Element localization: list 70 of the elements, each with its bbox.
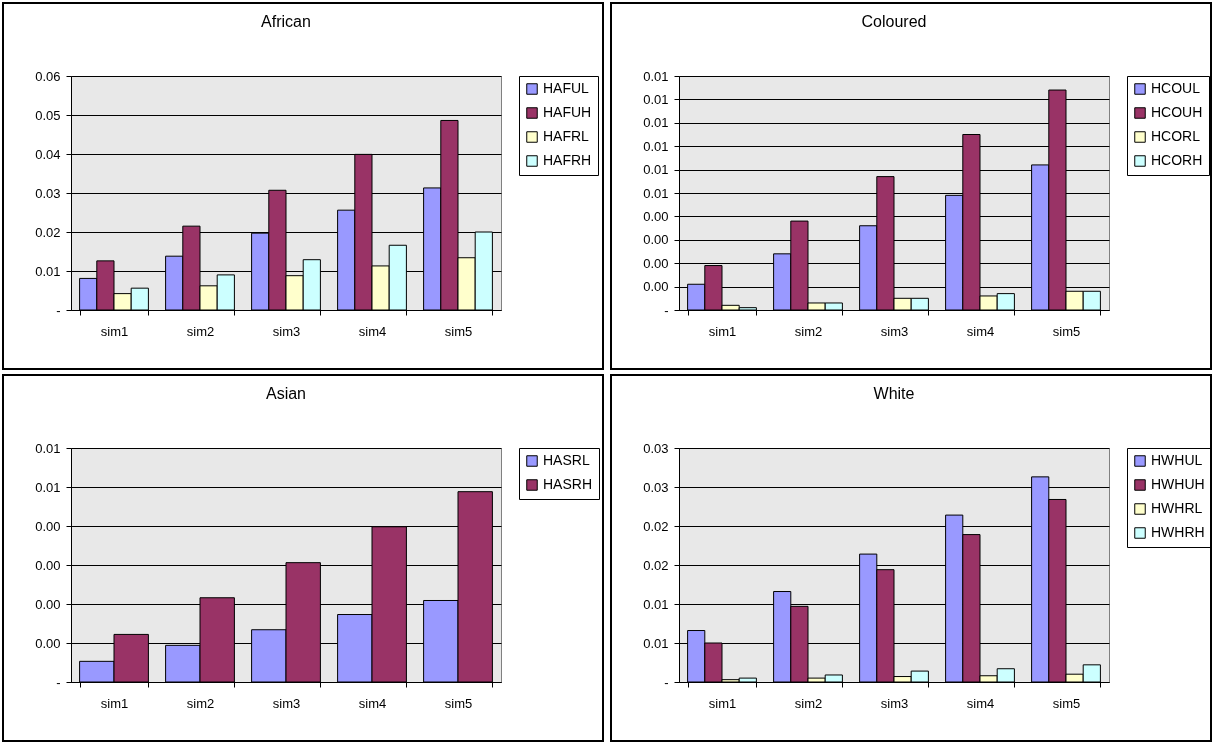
y-tick-label: - (56, 302, 61, 318)
y-tick-label: 0.03 (643, 479, 669, 495)
x-tick-label: sim2 (186, 323, 215, 339)
x-tick-label: sim5 (444, 695, 473, 711)
x-tick-label: sim3 (880, 323, 909, 339)
x-tick-label: sim1 (100, 695, 129, 711)
legend-label: HAFUL (543, 80, 590, 96)
legend-label: HCORH (1151, 152, 1203, 168)
y-tick-label: 0.01 (643, 185, 669, 201)
x-tick-label: sim2 (794, 695, 823, 711)
legend-label: HAFUH (543, 104, 592, 120)
legend-label: HWHRH (1151, 524, 1205, 540)
y-tick-label: - (664, 674, 669, 690)
y-tick-label: 0.01 (35, 263, 61, 279)
x-tick-label: sim4 (358, 695, 387, 711)
y-tick-label: 0.01 (643, 635, 669, 651)
legend-label: HAFRL (543, 128, 590, 144)
x-tick-label: sim3 (272, 695, 301, 711)
y-tick-label: 0.01 (643, 115, 669, 131)
y-tick-label: - (664, 302, 669, 318)
y-tick-label: 0.01 (643, 68, 669, 84)
y-tick-label: 0.00 (35, 518, 61, 534)
y-tick-label: 0.00 (35, 596, 61, 612)
y-tick-label: 0.01 (643, 162, 669, 178)
y-tick-label: - (56, 674, 61, 690)
x-tick-label: sim4 (966, 695, 995, 711)
y-tick-label: 0.00 (643, 232, 669, 248)
legend-label: HWHUH (1151, 476, 1205, 492)
x-tick-label: sim3 (272, 323, 301, 339)
chart-title: White (873, 385, 915, 402)
y-tick-label: 0.01 (35, 440, 61, 456)
x-tick-label: sim1 (708, 323, 737, 339)
y-tick-label: 0.01 (643, 91, 669, 107)
y-tick-label: 0.03 (35, 185, 61, 201)
legend-label: HAFRH (543, 152, 592, 168)
legend-label: HWHRL (1151, 500, 1203, 516)
y-tick-label: 0.06 (35, 68, 61, 84)
legend-label: HASRH (543, 476, 593, 492)
y-tick-label: 0.02 (35, 224, 61, 240)
chart-title: Coloured (861, 13, 927, 30)
x-tick-label: sim1 (100, 323, 129, 339)
x-tick-label: sim1 (708, 695, 737, 711)
y-tick-label: 0.01 (643, 138, 669, 154)
legend-label: HCOUH (1151, 104, 1203, 120)
y-tick-label: 0.02 (643, 518, 669, 534)
y-tick-label: 0.02 (643, 557, 669, 573)
x-tick-label: sim3 (880, 695, 909, 711)
x-tick-label: sim4 (358, 323, 387, 339)
legend-label: HCORL (1151, 128, 1201, 144)
y-tick-label: 0.00 (643, 255, 669, 271)
x-tick-label: sim2 (794, 323, 823, 339)
legend-label: HASRL (543, 452, 590, 468)
y-tick-label: 0.01 (643, 596, 669, 612)
x-tick-label: sim5 (1052, 323, 1081, 339)
y-tick-label: 0.00 (643, 208, 669, 224)
y-tick-label: 0.00 (35, 557, 61, 573)
x-tick-label: sim5 (444, 323, 473, 339)
y-tick-label: 0.01 (35, 479, 61, 495)
y-tick-label: 0.04 (35, 146, 61, 162)
chart-title: Asian (265, 385, 307, 402)
legend-label: HWHUL (1151, 452, 1203, 468)
x-tick-label: sim4 (966, 323, 995, 339)
x-tick-label: sim5 (1052, 695, 1081, 711)
legend-label: HCOUL (1151, 80, 1201, 96)
y-tick-label: 0.05 (35, 107, 61, 123)
y-tick-label: 0.03 (643, 440, 669, 456)
y-tick-label: 0.00 (643, 279, 669, 295)
y-tick-label: 0.00 (35, 635, 61, 651)
chart-title: African (261, 13, 311, 30)
x-tick-label: sim2 (186, 695, 215, 711)
